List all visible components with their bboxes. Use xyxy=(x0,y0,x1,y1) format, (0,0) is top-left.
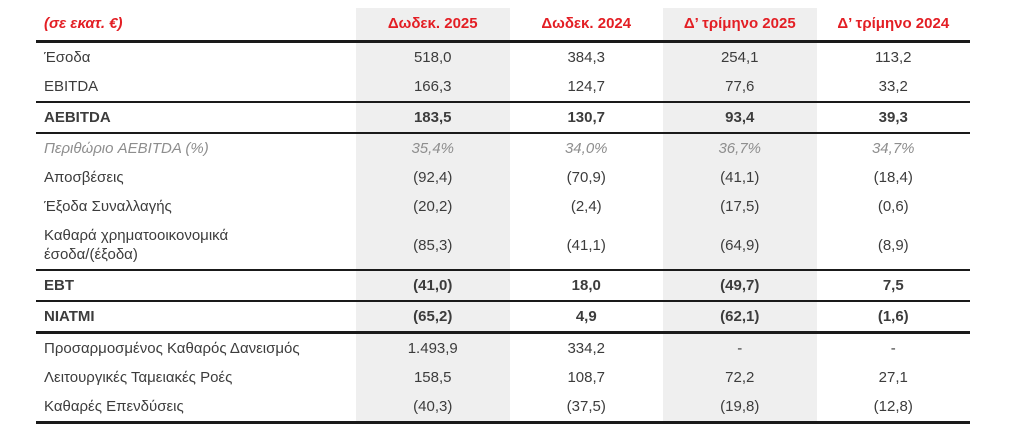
value-cell: 108,7 xyxy=(567,369,606,386)
value-cell: (49,7) xyxy=(663,270,817,302)
value-cell: 518,0 xyxy=(356,41,510,72)
row-label: AEBITDA xyxy=(36,102,356,134)
column-header-q4-2025: Δ’ τρίμηνο 2025 xyxy=(663,8,817,43)
table-row: Περιθώριο AEBITDA (%) 35,4% 34,0% 36,7% 34,7… xyxy=(36,133,970,163)
table-row: Καθαρά χρηματοοικονομικά έσοδα/(έξοδα) (8… xyxy=(36,221,970,271)
value-cell: 34,7% xyxy=(871,140,915,157)
table-row: Λειτουργικές Ταμειακές Ροές 158,5 108,7 72,… xyxy=(36,363,970,392)
value-cell: (64,9) xyxy=(663,221,817,271)
value-cell: 1.493,9 xyxy=(356,332,510,363)
row-label: Λειτουργικές Ταμειακές Ροές xyxy=(44,369,233,386)
value-cell: 166,3 xyxy=(356,72,510,103)
value-cell: (1,6) xyxy=(816,301,970,334)
value-cell: 77,6 xyxy=(663,72,817,103)
value-cell: - xyxy=(890,340,896,357)
value-cell: (12,8) xyxy=(816,392,970,424)
value-cell: 183,5 xyxy=(356,102,510,134)
value-cell: (0,6) xyxy=(877,198,909,215)
value-cell: 7,5 xyxy=(816,270,970,302)
column-header-dodek-2025: Δωδεκ. 2025 xyxy=(356,8,510,43)
row-label: Έσοδα xyxy=(44,49,91,66)
value-cell: 27,1 xyxy=(878,369,908,386)
value-cell: 4,9 xyxy=(509,301,663,334)
value-cell: (41,1) xyxy=(663,163,817,192)
table-header: (σε εκατ. €) Δωδεκ. 2025 Δωδεκ. 2024 Δ’ … xyxy=(36,8,970,43)
value-cell: 384,3 xyxy=(567,49,606,66)
row-label: Έξοδα Συναλλαγής xyxy=(44,198,172,215)
row-label: Αποσβέσεις xyxy=(44,169,124,186)
value-cell: (41,1) xyxy=(509,221,663,271)
financial-results-table: (σε εκατ. €) Δωδεκ. 2025 Δωδεκ. 2024 Δ’ … xyxy=(36,8,970,424)
value-cell: 36,7% xyxy=(663,133,817,163)
row-label: NIATMI xyxy=(36,301,356,334)
row-label: EBITDA xyxy=(36,72,356,103)
value-cell: (20,2) xyxy=(356,192,510,221)
value-cell: (17,5) xyxy=(663,192,817,221)
value-cell: (70,9) xyxy=(566,169,606,186)
table-row: Έξοδα Συναλλαγής (20,2) (2,4) (17,5) (0,6) xyxy=(36,192,970,221)
table-row: AEBITDA 183,5 130,7 93,4 39,3 xyxy=(36,102,970,134)
table-row: EBITDA 166,3 124,7 77,6 33,2 xyxy=(36,72,970,103)
row-label: EBT xyxy=(36,270,356,302)
value-cell: (8,9) xyxy=(816,221,970,271)
value-cell: 33,2 xyxy=(816,72,970,103)
value-cell: (37,5) xyxy=(509,392,663,424)
value-cell: 39,3 xyxy=(816,102,970,134)
table-row: Έσοδα 518,0 384,3 254,1 113,2 xyxy=(36,41,970,72)
unit-label: (σε εκατ. €) xyxy=(36,8,356,43)
value-cell: (40,3) xyxy=(356,392,510,424)
value-cell: 34,0% xyxy=(564,140,608,157)
value-cell: 18,0 xyxy=(509,270,663,302)
table-row: Προσαρμοσμένος Καθαρός Δανεισμός 1.493,9 3… xyxy=(36,332,970,363)
value-cell: (18,4) xyxy=(873,169,913,186)
row-label: Καθαρές Επενδύσεις xyxy=(36,392,356,424)
header-row: (σε εκατ. €) Δωδεκ. 2025 Δωδεκ. 2024 Δ’ … xyxy=(36,8,970,43)
value-cell: 93,4 xyxy=(663,102,817,134)
column-header-dodek-2024: Δωδεκ. 2024 xyxy=(509,8,663,43)
value-cell: 158,5 xyxy=(356,363,510,392)
table-body: Έσοδα 518,0 384,3 254,1 113,2 EBITDA 166,3 124,… xyxy=(36,41,970,424)
value-cell: 124,7 xyxy=(509,72,663,103)
value-cell: 254,1 xyxy=(663,41,817,72)
row-label: Περιθώριο AEBITDA (%) xyxy=(44,140,209,157)
table-row: NIATMI (65,2) 4,9 (62,1) (1,6) xyxy=(36,301,970,334)
value-cell: 113,2 xyxy=(875,49,912,66)
column-header-q4-2024: Δ’ τρίμηνο 2024 xyxy=(816,8,970,43)
value-cell: (65,2) xyxy=(356,301,510,334)
value-cell: 72,2 xyxy=(663,363,817,392)
value-cell: (62,1) xyxy=(663,301,817,334)
value-cell: 130,7 xyxy=(509,102,663,134)
table-row: Καθαρές Επενδύσεις (40,3) (37,5) (19,8) (12,… xyxy=(36,392,970,424)
value-cell: - xyxy=(663,332,817,363)
value-cell: 334,2 xyxy=(567,340,606,357)
table-row: EBT (41,0) 18,0 (49,7) 7,5 xyxy=(36,270,970,302)
value-cell: (92,4) xyxy=(356,163,510,192)
value-cell: 35,4% xyxy=(356,133,510,163)
table-row: Αποσβέσεις (92,4) (70,9) (41,1) (18,4) xyxy=(36,163,970,192)
value-cell: (41,0) xyxy=(356,270,510,302)
row-label: Καθαρά χρηματοοικονομικά έσοδα/(έξοδα) xyxy=(36,221,356,271)
value-cell: (85,3) xyxy=(356,221,510,271)
value-cell: (19,8) xyxy=(663,392,817,424)
row-label: Προσαρμοσμένος Καθαρός Δανεισμός xyxy=(44,340,300,357)
value-cell: (2,4) xyxy=(570,198,602,215)
